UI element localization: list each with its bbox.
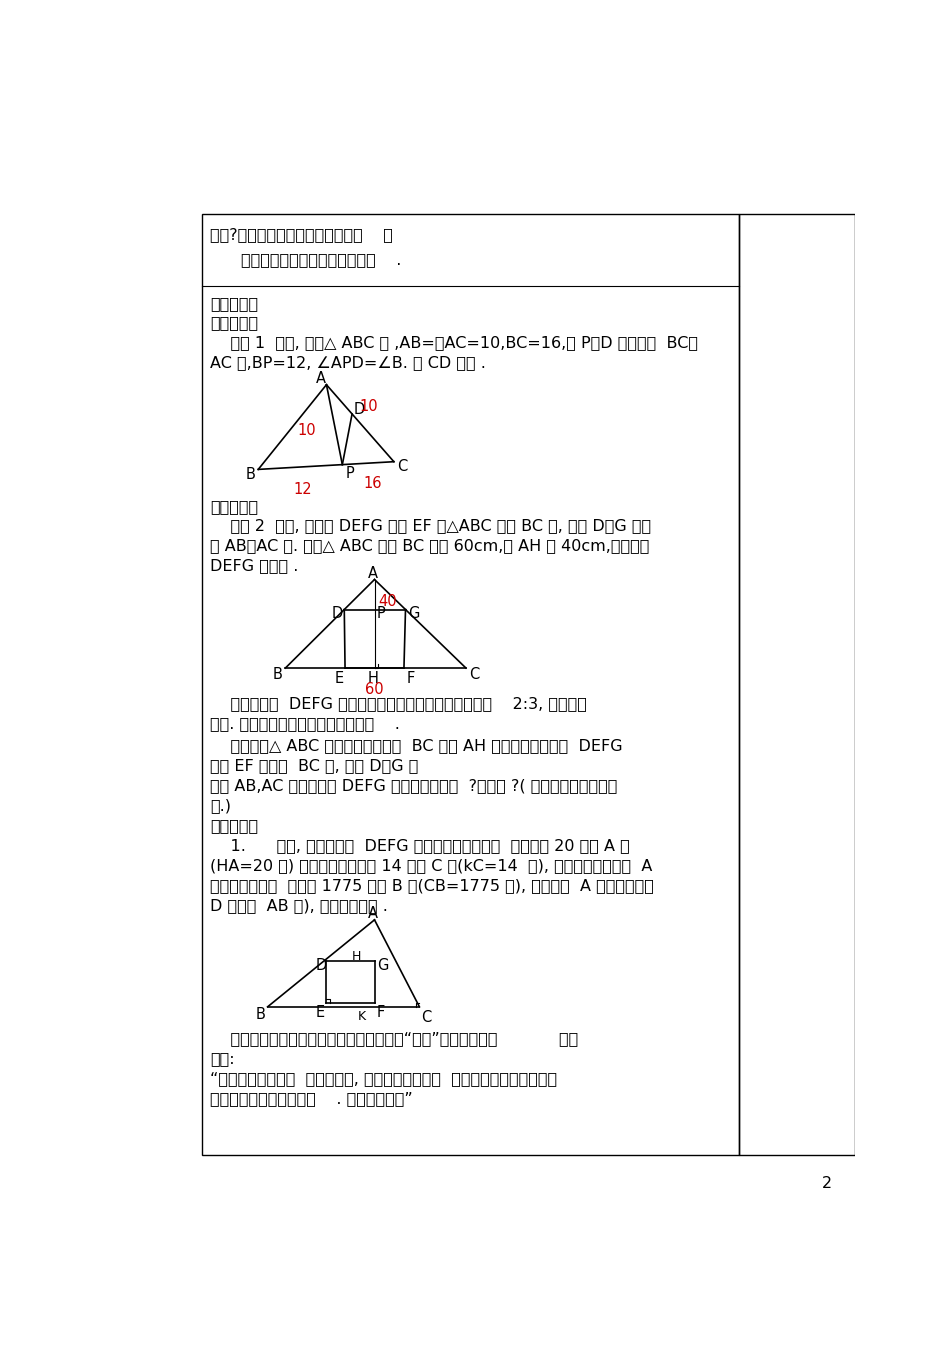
Text: (HA=20 步) 有一树木，出南门 14 步到 C 处(kC=14  步), 再向西行，此时点  A: (HA=20 步) 有一树木，出南门 14 步到 C 处(kC=14 步), 再… (210, 858, 653, 873)
Text: P: P (346, 467, 354, 482)
Text: C: C (421, 1010, 431, 1025)
Text: 10: 10 (297, 424, 315, 438)
Text: 新课探索二: 新课探索二 (210, 499, 258, 514)
Text: 12: 12 (294, 482, 313, 496)
Text: 课内练习一: 课内练习一 (210, 818, 258, 833)
Text: H: H (352, 950, 361, 963)
Text: A: A (315, 371, 326, 386)
Text: 2: 2 (822, 1177, 832, 1192)
Text: G: G (377, 958, 389, 972)
Bar (739, 214, 855, 1155)
Text: “今有邑方不知大小  ，各中开门, 出北门二十步有木  ，出南门十四步，折而西: “今有邑方不知大小 ，各中开门, 出北门二十步有木 ，出南门十四步，折而西 (210, 1072, 558, 1087)
Text: 若将正方形  DEFG 改为矩形，且矩形的两条邻边之比为    2:3, 求矩形的: 若将正方形 DEFG 改为矩形，且矩形的两条邻边之比为 2:3, 求矩形的 (210, 697, 587, 712)
Text: 60: 60 (365, 682, 384, 697)
Text: DEFG 的边长 .: DEFG 的边长 . (210, 558, 298, 573)
Text: 的树木都在盲区  ，行了 1775 步到 B 处(CB=1775 步), 正好看到  A 处的树木（点: 的树木都在盲区 ，行了 1775 步到 B 处(CB=1775 步), 正好看到… (210, 878, 654, 893)
Text: P: P (377, 607, 386, 621)
Text: 这就是我们本节课要研究的课题    .: 这就是我们本节课要研究的课题 . (241, 253, 402, 268)
Text: D: D (332, 607, 343, 621)
Text: E: E (315, 1005, 325, 1020)
Text: 的边 EF 在直线  BC 上, 顶点 D、G 分: 的边 EF 在直线 BC 上, 顶点 D、G 分 (210, 759, 419, 773)
Text: A: A (369, 566, 378, 581)
Text: 知识呈现：: 知识呈现： (210, 296, 258, 311)
Text: 例题 1  如图, 已知△ ABC 中 ,AB=、AC=10,BC=16,点 P、D 分别在边  BC、: 例题 1 如图, 已知△ ABC 中 ,AB=、AC=10,BC=16,点 P、… (210, 335, 698, 351)
Text: F: F (377, 1005, 385, 1020)
Text: 例题 2  如图, 正方形 DEFG 的边 EF 在△ABC 的边 BC 上, 顶点 D、G 分别: 例题 2 如图, 正方形 DEFG 的边 EF 在△ABC 的边 BC 上, 顶… (210, 518, 652, 533)
Text: D: D (315, 958, 327, 972)
Text: D: D (353, 402, 365, 417)
Text: 1.      如图, 正方形城邑  DEFG 的四面正中各有城门  ，出北门 20 步的 A 处: 1. 如图, 正方形城邑 DEFG 的四面正中各有城门 ，出北门 20 步的 A… (210, 838, 630, 853)
Text: 似呢?两个相似多边形有哪些性质呢    ？: 似呢?两个相似多边形有哪些性质呢 ？ (210, 227, 393, 242)
Text: C: C (469, 667, 480, 682)
Text: B: B (273, 667, 283, 682)
Text: E: E (334, 671, 343, 686)
Text: 新课探索一: 新课探索一 (210, 315, 258, 331)
Text: 如果改变△ ABC 的形状，但保持边  BC 与高 AH 的长不变，正方形  DEFG: 如果改变△ ABC 的形状，但保持边 BC 与高 AH 的长不变，正方形 DEF… (210, 738, 623, 753)
Text: K: K (357, 1010, 366, 1024)
Text: 16: 16 (364, 476, 382, 491)
Text: AC 上,BP=12, ∠APD=∠B. 求 CD 的长 .: AC 上,BP=12, ∠APD=∠B. 求 CD 的长 . (210, 355, 486, 370)
Text: B: B (246, 467, 256, 482)
Text: 40: 40 (378, 594, 397, 609)
Text: C: C (397, 460, 408, 475)
Text: H: H (368, 671, 378, 686)
Text: 别在 AB,AC 上，正方形 DEFG 的边长会变化吗  ?为什么 ?( 请画出图形，加以说: 别在 AB,AC 上，正方形 DEFG 的边长会变化吗 ?为什么 ?( 请画出图… (210, 779, 618, 794)
Text: 本题是我国古代数学名著《九章算术》中“勾股”章的第二十题            ，原: 本题是我国古代数学名著《九章算术》中“勾股”章的第二十题 ，原 (210, 1032, 579, 1046)
Text: A: A (369, 907, 378, 921)
Text: 行一千七百七十五步见木    . 问邑方几何？”: 行一千七百七十五步见木 . 问邑方几何？” (210, 1092, 413, 1107)
Text: 10: 10 (360, 398, 378, 413)
Text: B: B (256, 1007, 265, 1022)
Text: 文是:: 文是: (210, 1052, 235, 1067)
Text: F: F (407, 671, 414, 686)
Text: 明.): 明.) (210, 798, 231, 814)
Text: 边长. 请根据题意画出符合要求的图形    .: 边长. 请根据题意画出符合要求的图形 . (210, 717, 400, 732)
Text: 在 AB、AC 上. 已知△ ABC 的边 BC 长为 60cm,高 AH 为 40cm,求正方形: 在 AB、AC 上. 已知△ ABC 的边 BC 长为 60cm,高 AH 为 … (210, 538, 650, 553)
Text: G: G (408, 607, 420, 621)
Text: D 在直线  AB 上), 求城邑的边长 .: D 在直线 AB 上), 求城邑的边长 . (210, 898, 388, 913)
Bar (202, 214, 739, 1155)
